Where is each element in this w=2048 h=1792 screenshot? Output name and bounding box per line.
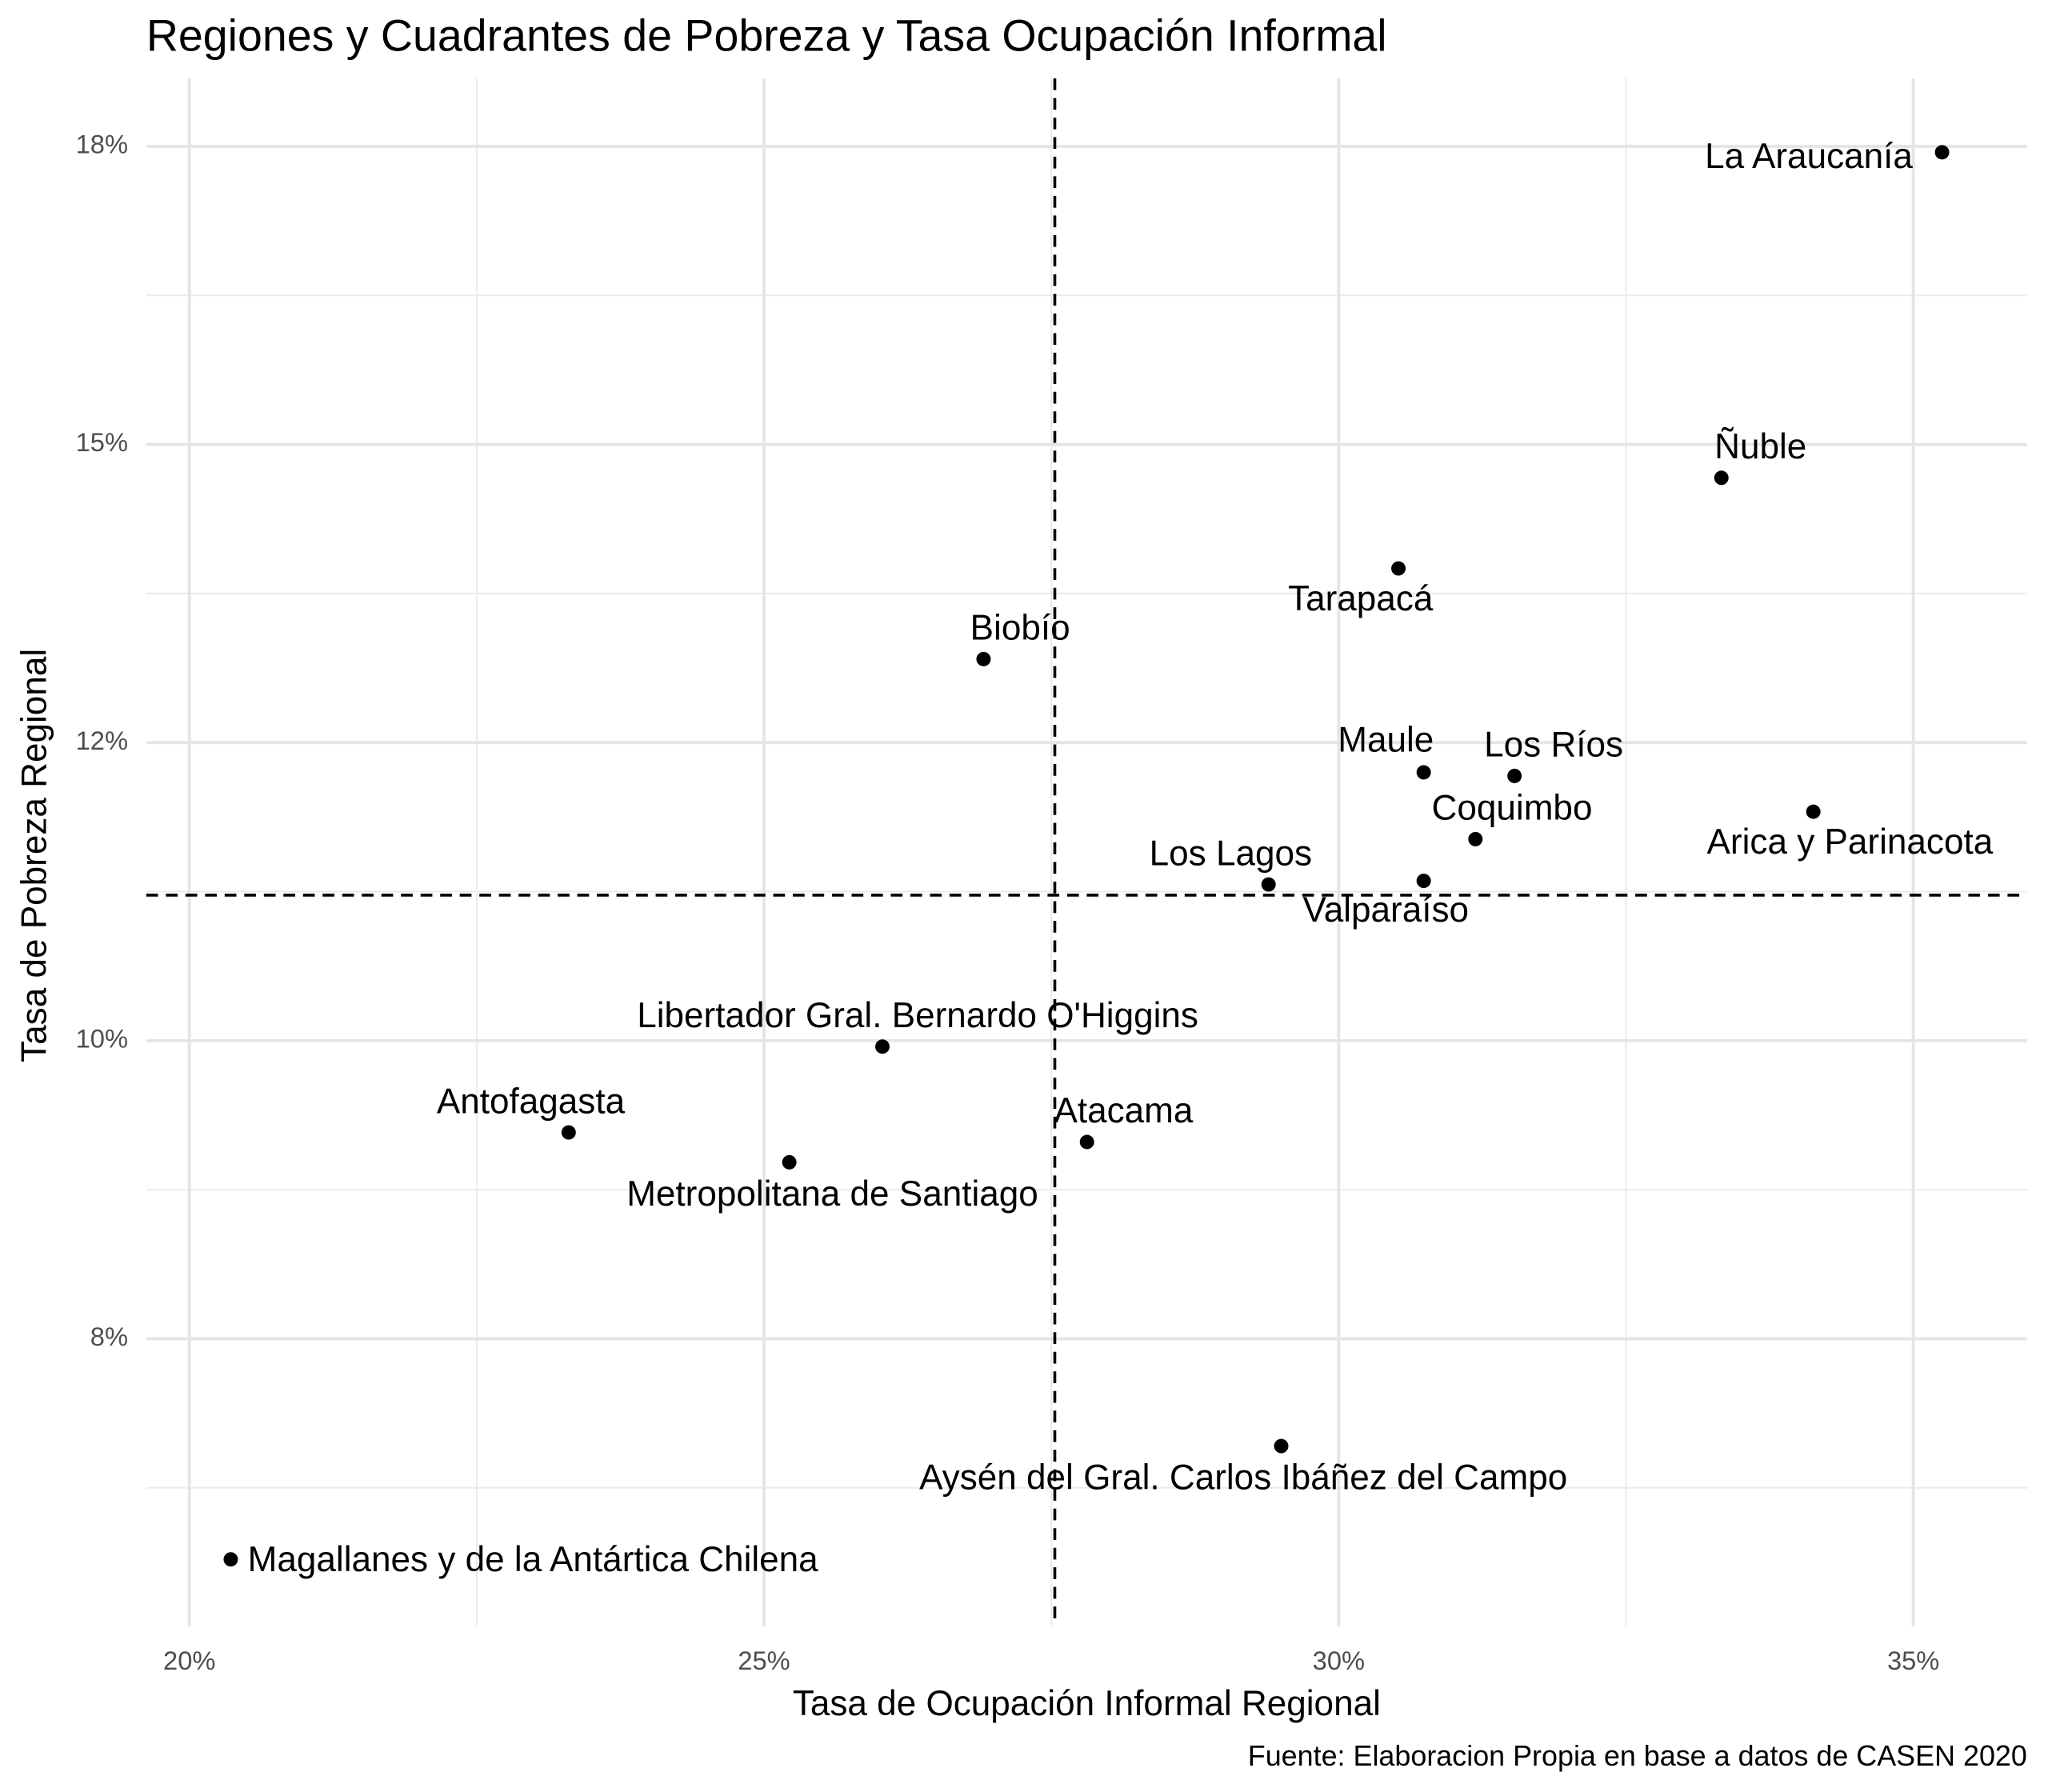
point-label: Metropolitana de Santiago xyxy=(626,1174,1038,1214)
point xyxy=(976,651,991,666)
y-tick-label: 8% xyxy=(90,1322,128,1351)
point xyxy=(782,1154,797,1170)
y-axis-title: Tasa de Pobreza Regional xyxy=(14,649,54,1062)
point xyxy=(1079,1134,1094,1150)
point xyxy=(561,1125,576,1140)
point-label: Biobío xyxy=(970,609,1070,648)
x-tick-label: 30% xyxy=(1313,1646,1365,1675)
point-label: Valparaíso xyxy=(1303,890,1469,930)
point-label: Ñuble xyxy=(1714,426,1806,466)
point xyxy=(1934,145,1950,160)
point-label: Libertador Gral. Bernardo O'Higgins xyxy=(637,996,1198,1035)
point-label: Coquimbo xyxy=(1432,789,1593,828)
y-tick-label: 10% xyxy=(76,1023,128,1053)
point-label: Magallanes y de la Antártica Chilena xyxy=(248,1540,819,1579)
point xyxy=(875,1039,890,1054)
x-tick-label: 35% xyxy=(1887,1646,1939,1675)
chart-title: Regiones y Cuadrantes de Pobreza y Tasa … xyxy=(146,11,1387,61)
point xyxy=(1806,804,1821,819)
point xyxy=(223,1552,238,1567)
x-tick-label: 25% xyxy=(738,1646,790,1675)
point-label: Antofagasta xyxy=(437,1082,626,1121)
point-label: Aysén del Gral. Carlos Ibáñez del Campo xyxy=(919,1458,1567,1498)
x-tick-label: 20% xyxy=(163,1646,215,1675)
point-label: Tarapacá xyxy=(1288,579,1434,618)
point xyxy=(1714,470,1729,486)
point-label: Maule xyxy=(1338,721,1434,760)
point xyxy=(1468,831,1483,846)
point-label: La Araucanía xyxy=(1705,137,1913,176)
x-axis-title: Tasa de Ocupación Informal Regional xyxy=(793,1684,1381,1723)
point xyxy=(1391,561,1406,576)
y-tick-label: 12% xyxy=(76,726,128,755)
caption: Fuente: Elaboracion Propia en base a dat… xyxy=(1248,1739,2027,1772)
point-label: Los Lagos xyxy=(1150,834,1312,873)
point xyxy=(1416,874,1431,889)
point-label: Atacama xyxy=(1054,1091,1193,1130)
point xyxy=(1274,1438,1289,1454)
point xyxy=(1507,768,1522,783)
point-label: Los Ríos xyxy=(1484,726,1623,765)
point xyxy=(1261,877,1276,892)
y-tick-label: 18% xyxy=(76,130,128,159)
y-tick-label: 15% xyxy=(76,427,128,457)
point xyxy=(1416,765,1431,780)
point-label: Arica y Parinacota xyxy=(1707,822,1994,862)
